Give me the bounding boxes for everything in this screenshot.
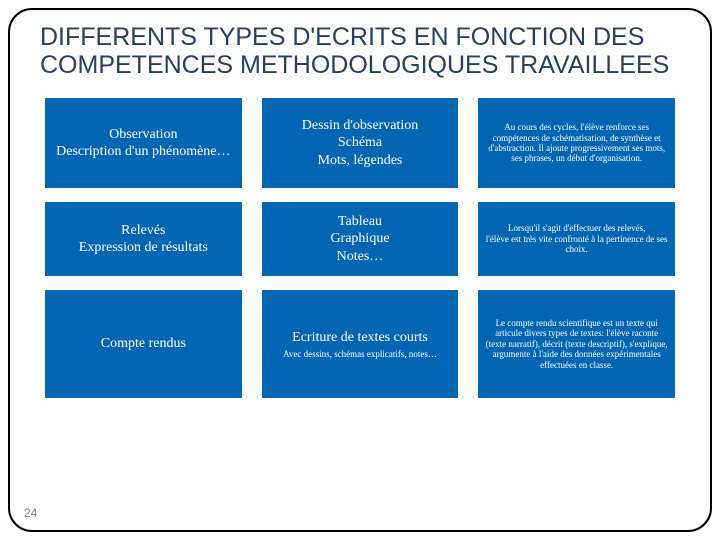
cell-releves: RelevésExpression de résultats [44,201,243,277]
cell-scientifique: Le compte rendu scientifique est un text… [477,289,676,399]
cell-text: ObservationDescription d'un phénomène… [56,126,230,161]
content-grid: ObservationDescription d'un phénomène… D… [40,97,680,399]
page-number: 24 [24,506,37,520]
cell-compte-rendus: Compte rendus [44,289,243,399]
cell-cycles: Au cours des cycles, l'élève renforce se… [477,97,676,189]
cell-text: Le compte rendu scientifique est un text… [484,318,669,370]
slide-content: DIFFERENTS TYPES D'ECRITS EN FONCTION DE… [0,0,720,540]
cell-observation: ObservationDescription d'un phénomène… [44,97,243,189]
cell-tableau: TableauGraphiqueNotes… [261,201,460,277]
cell-text: RelevésExpression de résultats [79,222,208,257]
cell-text: Lorsqu'il s'agit d'effectuer des relevés… [484,223,669,254]
cell-text: Compte rendus [101,335,186,353]
cell-text-main: Ecriture de textes courts [292,329,428,347]
cell-text-sub: Avec dessins, schémas explicatifs, notes… [283,349,437,359]
cell-pertinence: Lorsqu'il s'agit d'effectuer des relevés… [477,201,676,277]
page-title: DIFFERENTS TYPES D'ECRITS EN FONCTION DE… [40,24,680,79]
cell-text: TableauGraphiqueNotes… [330,213,389,266]
cell-ecriture: Ecriture de textes courts Avec dessins, … [261,289,460,399]
cell-dessin: Dessin d'observationSchémaMots, légendes [261,97,460,189]
cell-text: Dessin d'observationSchémaMots, légendes [302,117,418,170]
cell-text: Au cours des cycles, l'élève renforce se… [484,122,669,163]
